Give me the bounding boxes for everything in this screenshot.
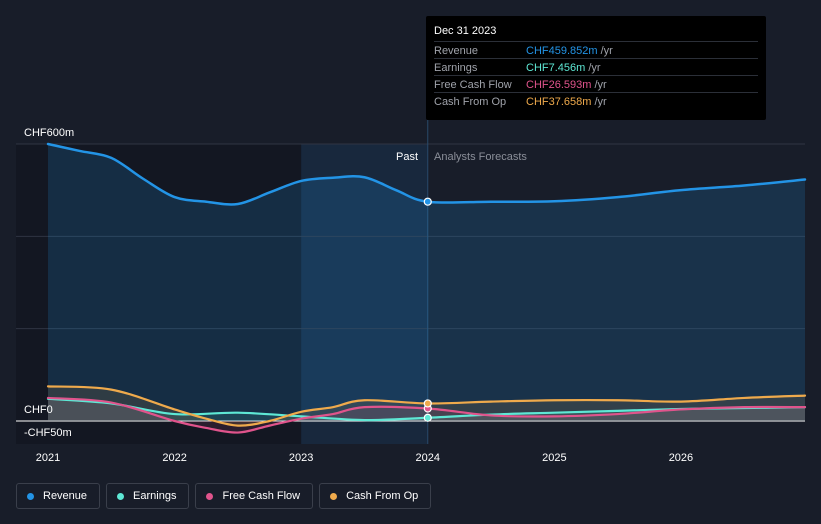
legend-item-earnings[interactable]: Earnings — [106, 483, 190, 509]
tooltip-unit: /yr — [594, 96, 607, 108]
data-point-cash-from-op — [423, 399, 432, 408]
tooltip-value: CHF26.593m — [526, 79, 592, 91]
legend-dot-icon — [206, 492, 214, 500]
data-point-revenue — [423, 197, 432, 206]
x-tick-label: 2024 — [416, 452, 440, 464]
legend-label: Cash From Op — [346, 490, 419, 502]
legend-dot-icon — [117, 492, 125, 500]
series-line-free-cash-flow — [46, 396, 807, 434]
forecast-label: Analysts Forecasts — [434, 151, 527, 163]
tooltip-row-earnings: Earnings CHF7.456m /yr — [434, 58, 758, 76]
tooltip-value: CHF459.852m — [526, 45, 598, 57]
tooltip-label: Free Cash Flow — [434, 79, 512, 91]
y-tick-label-min: -CHF50m — [24, 427, 72, 439]
legend-dot-icon — [27, 492, 34, 500]
legend-label: Revenue — [43, 490, 88, 502]
legend-label: Earnings — [133, 490, 177, 502]
tooltip: Dec 31 2023 Revenue CHF459.852m /yr Earn… — [426, 16, 766, 120]
x-tick-label: 2022 — [162, 452, 186, 464]
legend-dot-icon — [330, 492, 338, 500]
legend-item-cash-from-op[interactable]: Cash From Op — [319, 483, 432, 509]
series-area-revenue — [48, 144, 805, 421]
tooltip-unit: /yr — [600, 45, 613, 57]
tooltip-value: CHF7.456m — [526, 62, 586, 74]
tooltip-row-cash-from-op: Cash From Op CHF37.658m /yr — [434, 92, 758, 110]
y-tick-label-zero: CHF0 — [24, 404, 53, 416]
data-point-earnings — [423, 413, 432, 422]
tooltip-label: Cash From Op — [434, 96, 507, 108]
series-line-cash-from-op — [46, 385, 807, 427]
legend: Revenue Earnings Free Cash Flow Cash Fro… — [16, 483, 432, 511]
x-tick-label: 2025 — [542, 452, 566, 464]
series-area-earnings — [48, 398, 805, 421]
legend-item-revenue[interactable]: Revenue — [16, 483, 101, 509]
tooltip-value: CHF37.658m — [526, 96, 592, 108]
x-tick-label: 2021 — [36, 452, 60, 464]
tooltip-unit: /yr — [588, 62, 601, 74]
series-line-revenue — [46, 142, 807, 206]
legend-label: Free Cash Flow — [222, 490, 301, 502]
x-tick-label: 2023 — [289, 452, 313, 464]
tooltip-unit: /yr — [594, 79, 607, 91]
x-tick-label: 2026 — [669, 452, 693, 464]
tooltip-label: Earnings — [434, 62, 478, 74]
tooltip-label: Revenue — [434, 45, 479, 57]
tooltip-row-revenue: Revenue CHF459.852m /yr — [434, 41, 758, 59]
past-label: Past — [396, 151, 418, 163]
tooltip-row-free-cash-flow: Free Cash Flow CHF26.593m /yr — [434, 75, 758, 93]
tooltip-date: Dec 31 2023 — [434, 25, 497, 37]
legend-item-free-cash-flow[interactable]: Free Cash Flow — [195, 483, 314, 509]
y-tick-label-max: CHF600m — [24, 127, 74, 139]
